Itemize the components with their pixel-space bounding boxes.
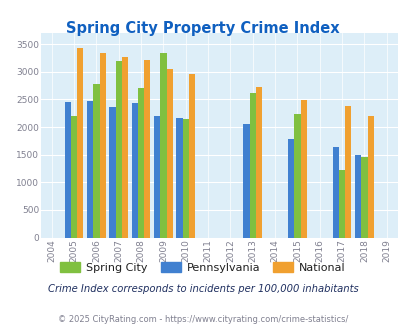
Text: Spring City Property Crime Index: Spring City Property Crime Index bbox=[66, 21, 339, 36]
Bar bbox=[115, 61, 122, 238]
Bar bbox=[109, 107, 115, 238]
Bar bbox=[176, 118, 182, 238]
Bar bbox=[344, 106, 351, 238]
Bar bbox=[249, 93, 255, 238]
Bar bbox=[71, 116, 77, 238]
Bar bbox=[188, 75, 195, 238]
Bar bbox=[87, 101, 93, 238]
Bar bbox=[144, 60, 150, 238]
Bar bbox=[360, 157, 367, 238]
Bar bbox=[138, 88, 144, 238]
Bar bbox=[294, 114, 300, 238]
Bar bbox=[93, 84, 99, 238]
Bar bbox=[332, 147, 338, 238]
Bar bbox=[122, 57, 128, 238]
Legend: Spring City, Pennsylvania, National: Spring City, Pennsylvania, National bbox=[56, 258, 349, 278]
Bar bbox=[77, 49, 83, 238]
Bar bbox=[255, 87, 262, 238]
Bar bbox=[160, 53, 166, 238]
Bar bbox=[354, 155, 360, 238]
Bar bbox=[99, 53, 106, 238]
Bar bbox=[64, 102, 71, 238]
Bar bbox=[182, 119, 188, 238]
Bar bbox=[287, 139, 294, 238]
Text: Crime Index corresponds to incidents per 100,000 inhabitants: Crime Index corresponds to incidents per… bbox=[47, 284, 358, 294]
Bar bbox=[243, 124, 249, 238]
Bar bbox=[367, 116, 373, 238]
Bar bbox=[153, 116, 160, 238]
Text: © 2025 CityRating.com - https://www.cityrating.com/crime-statistics/: © 2025 CityRating.com - https://www.city… bbox=[58, 315, 347, 324]
Bar bbox=[300, 100, 306, 238]
Bar bbox=[131, 103, 138, 238]
Bar bbox=[338, 170, 344, 238]
Bar bbox=[166, 70, 173, 238]
